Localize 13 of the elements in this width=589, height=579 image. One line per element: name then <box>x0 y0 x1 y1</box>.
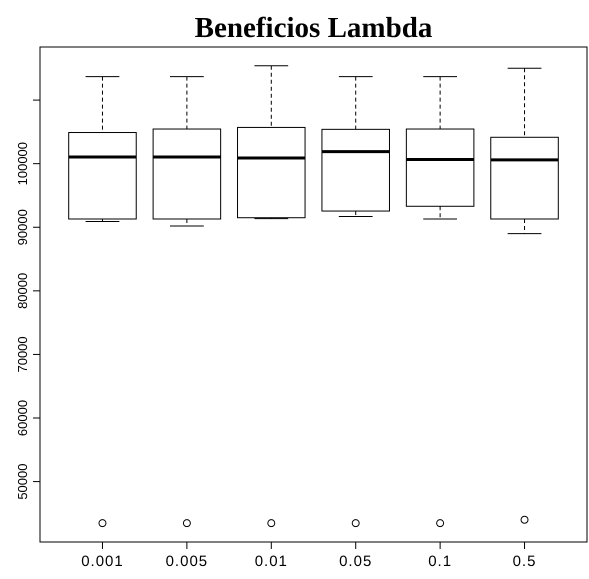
y-tick-label: 90000 <box>15 209 30 246</box>
x-tick-label: 0.005 <box>166 553 208 570</box>
y-tick-label: 50000 <box>15 464 30 500</box>
y-tick-label: 60000 <box>15 400 30 436</box>
x-tick-label: 0.5 <box>512 553 536 570</box>
chart-title: Beneficios Lambda <box>194 12 433 44</box>
x-tick-label: 0.001 <box>81 553 124 570</box>
y-tick-label: 100000 <box>15 142 30 186</box>
x-tick-label: 0.05 <box>339 553 372 570</box>
x-tick-label: 0.1 <box>428 553 452 570</box>
y-tick-label: 80000 <box>15 272 30 309</box>
x-tick-label: 0.01 <box>254 553 288 570</box>
y-tick-label: 70000 <box>15 336 30 373</box>
